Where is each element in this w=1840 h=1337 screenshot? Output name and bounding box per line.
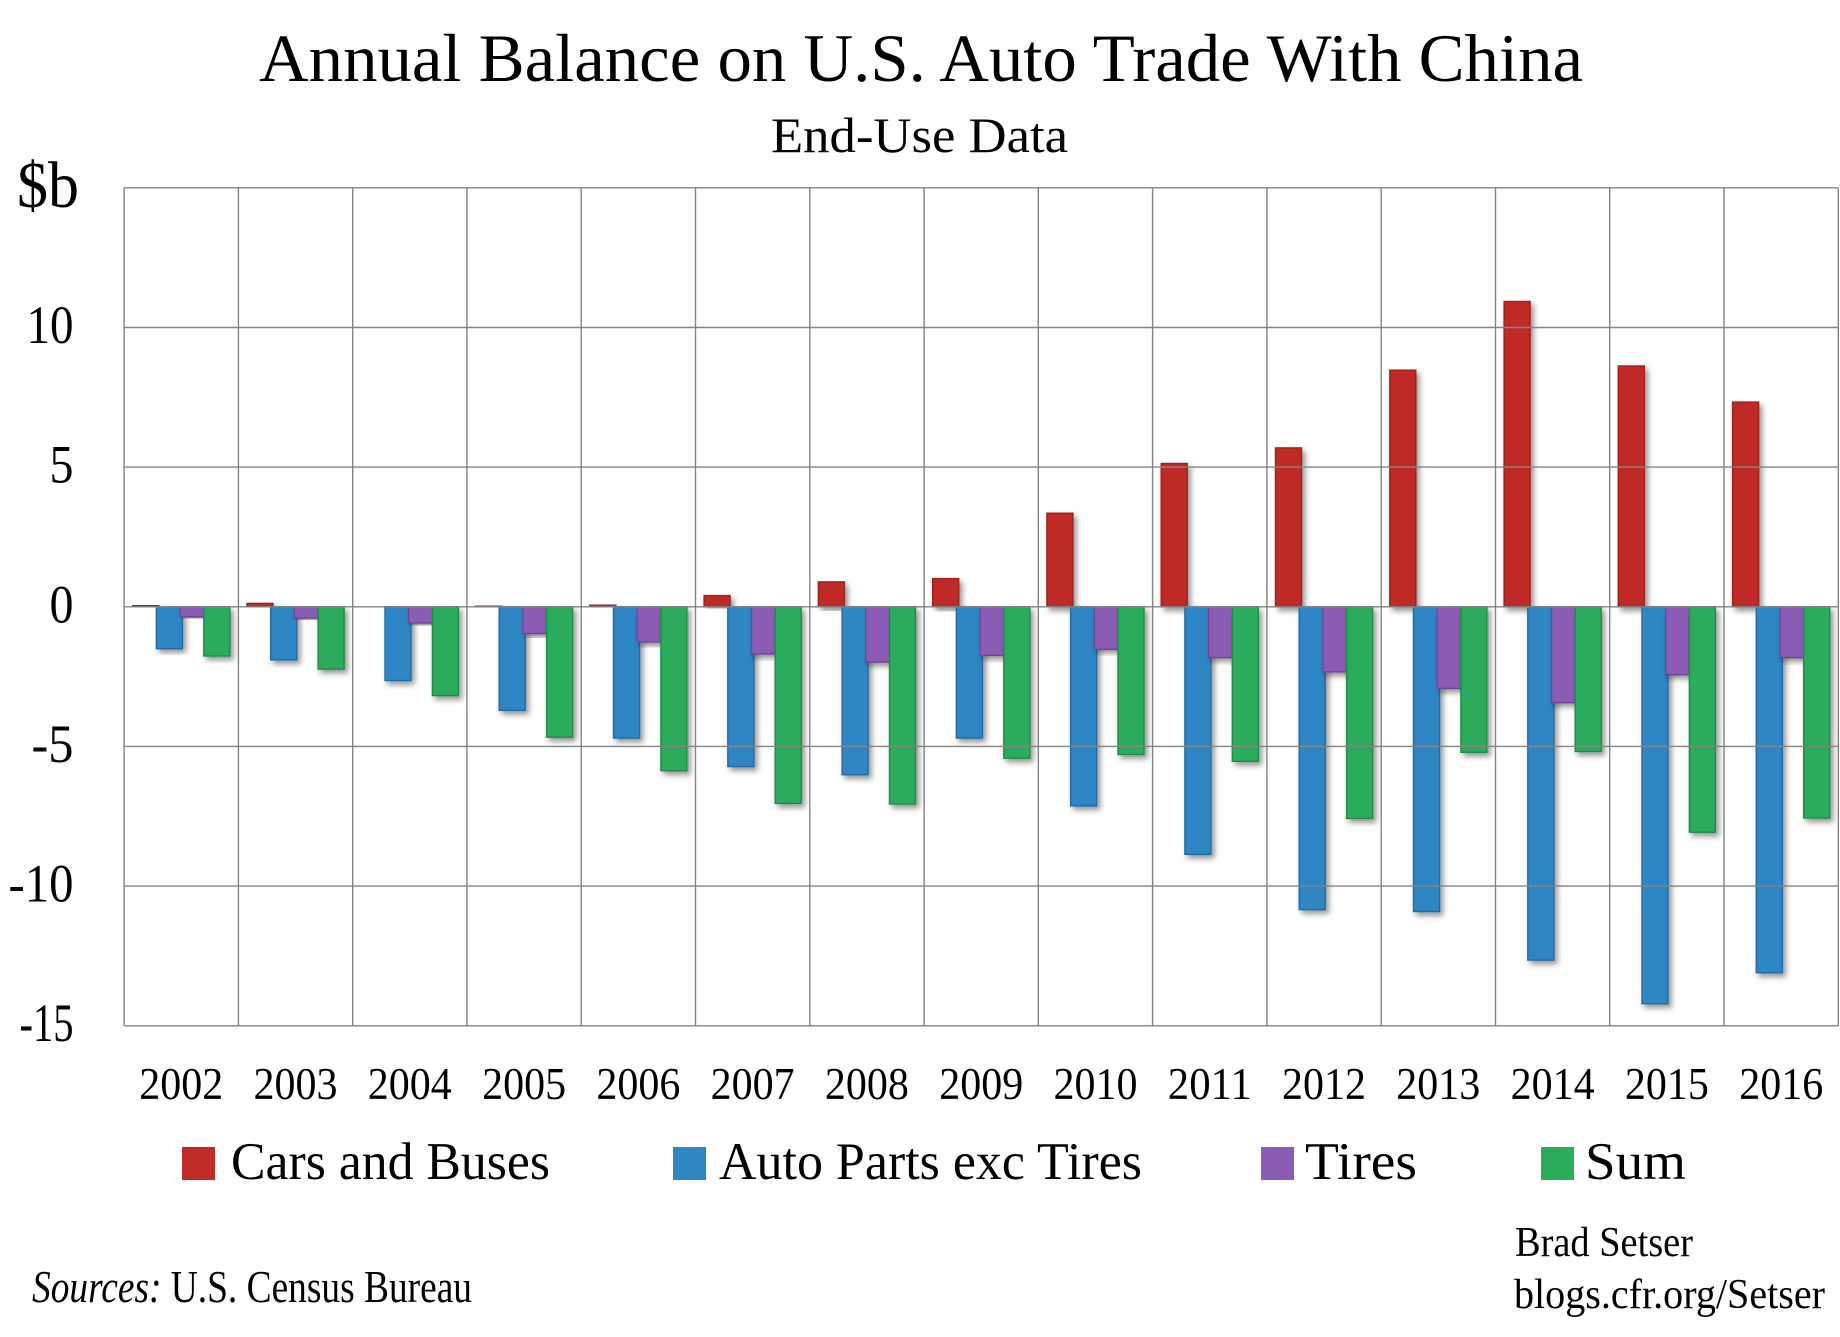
svg-text:2016: 2016: [1739, 1059, 1823, 1109]
svg-text:-15: -15: [20, 993, 74, 1053]
svg-text:Auto Parts exc Tires: Auto Parts exc Tires: [719, 1133, 1142, 1191]
svg-text:2002: 2002: [139, 1059, 223, 1109]
svg-text:2011: 2011: [1168, 1059, 1252, 1109]
svg-text:2014: 2014: [1511, 1059, 1595, 1109]
svg-text:2012: 2012: [1282, 1059, 1366, 1109]
svg-text:-10: -10: [9, 854, 74, 914]
svg-text:2010: 2010: [1054, 1059, 1138, 1109]
svg-text:-5: -5: [32, 714, 74, 774]
svg-text:2013: 2013: [1396, 1059, 1480, 1109]
svg-text:Cars and Buses: Cars and Buses: [231, 1133, 550, 1191]
svg-text:2006: 2006: [596, 1059, 680, 1109]
svg-text:5: 5: [50, 435, 74, 495]
svg-text:2015: 2015: [1625, 1059, 1709, 1109]
svg-text:End-Use Data: End-Use Data: [771, 107, 1068, 163]
svg-text:2009: 2009: [939, 1059, 1023, 1109]
svg-text:2007: 2007: [711, 1059, 795, 1109]
svg-text:10: 10: [27, 295, 74, 355]
svg-text:Tires: Tires: [1305, 1133, 1417, 1191]
svg-text:2005: 2005: [482, 1059, 566, 1109]
svg-text:Annual Balance on U.S. Auto Tr: Annual Balance on U.S. Auto Trade With C…: [259, 20, 1583, 96]
svg-text:2008: 2008: [825, 1059, 909, 1109]
svg-text:$b: $b: [17, 149, 79, 222]
svg-text:0: 0: [50, 574, 74, 634]
svg-text:blogs.cfr.org/Setser: blogs.cfr.org/Setser: [1514, 1272, 1825, 1318]
svg-text:2004: 2004: [368, 1059, 452, 1109]
svg-text:Sum: Sum: [1585, 1133, 1686, 1191]
svg-text:2003: 2003: [254, 1059, 338, 1109]
svg-text:Sources: U.S. Census Bureau: Sources: U.S. Census Bureau: [32, 1261, 472, 1312]
svg-text:Brad Setser: Brad Setser: [1515, 1220, 1693, 1266]
